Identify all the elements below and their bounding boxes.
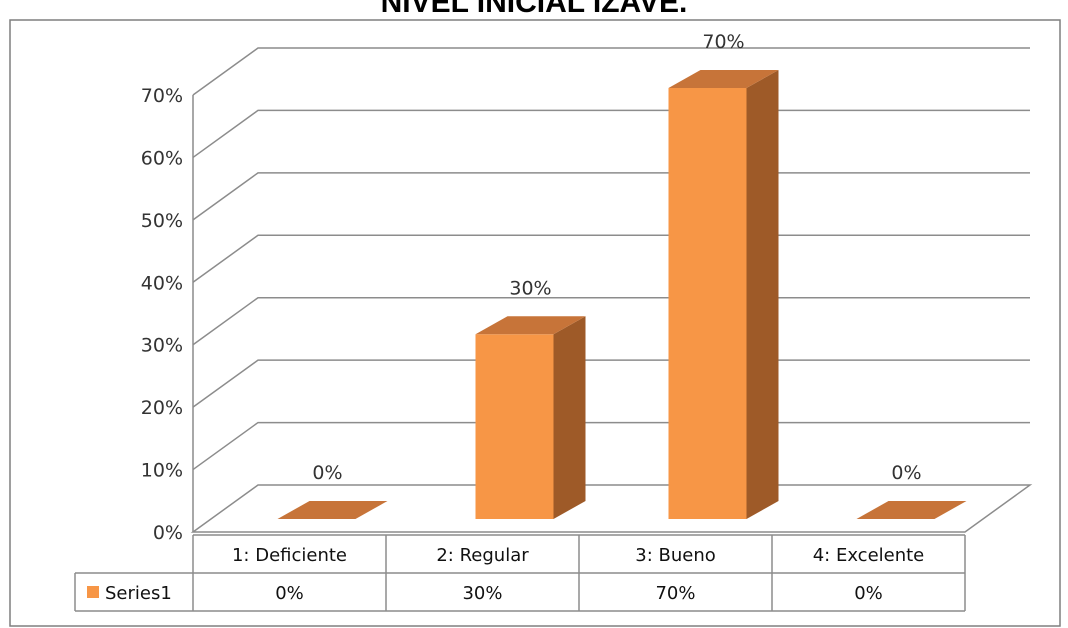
category-label: 2: Regular — [436, 545, 529, 566]
bar — [277, 501, 388, 519]
bar-side — [746, 70, 779, 519]
floor — [190, 484, 1033, 533]
bar-side — [553, 316, 586, 519]
bar — [475, 316, 586, 519]
y-tick-label: 30% — [141, 335, 183, 357]
table-value: 0% — [275, 583, 304, 604]
gridline — [192, 109, 1030, 159]
table-value: 70% — [655, 583, 695, 604]
data-label: 30% — [509, 277, 551, 299]
y-tick-label: 50% — [141, 210, 183, 232]
gridline — [192, 359, 1030, 408]
table-value: 30% — [462, 583, 502, 604]
y-tick-label: 70% — [141, 85, 183, 107]
bar-top — [856, 501, 967, 519]
y-tick-label: 60% — [141, 147, 183, 169]
y-tick-label: 20% — [141, 397, 183, 419]
category-label: 4: Excelente — [813, 545, 925, 566]
bar — [856, 501, 967, 519]
gridline — [192, 172, 1030, 221]
bar-front — [475, 334, 554, 519]
bar-top — [277, 501, 388, 519]
bar — [668, 70, 779, 519]
y-tick-label: 10% — [141, 460, 183, 482]
data-label: 70% — [702, 31, 744, 53]
category-label: 3: Bueno — [635, 545, 716, 566]
y-tick-label: 0% — [153, 522, 183, 544]
table-value: 0% — [854, 583, 883, 604]
legend-label: Series1 — [105, 583, 172, 604]
bar-top — [475, 316, 586, 335]
gridline — [192, 296, 1030, 346]
gridline — [192, 234, 1030, 283]
gridline — [192, 47, 1030, 96]
category-label: 1: Deficiente — [232, 545, 347, 566]
chart-border — [9, 19, 1061, 627]
legend-swatch — [87, 586, 99, 598]
bar-front — [668, 88, 747, 519]
data-label: 0% — [312, 462, 342, 484]
bar-top — [668, 70, 779, 88]
chart-title: NIVEL INICIAL IZAVE. — [380, 0, 688, 19]
data-label: 0% — [891, 462, 921, 484]
y-tick-label: 40% — [141, 272, 183, 294]
